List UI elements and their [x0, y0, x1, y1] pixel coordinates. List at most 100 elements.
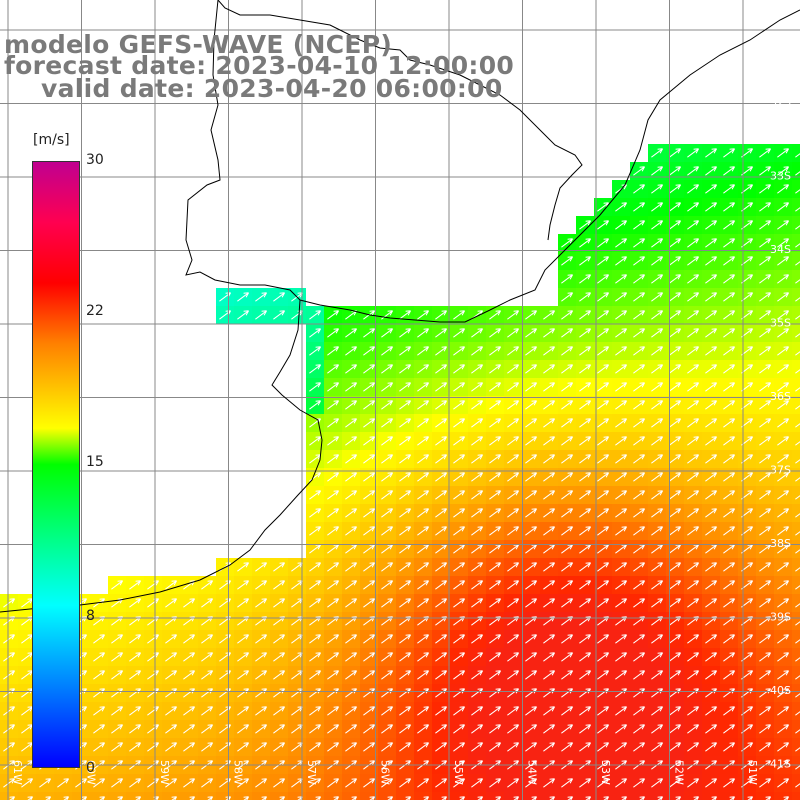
- wind-arrow: [615, 310, 628, 320]
- wind-arrow: [3, 706, 16, 716]
- wind-arrow: [495, 796, 502, 800]
- field-cell: [792, 666, 800, 684]
- colorbar-tick-22: 22: [86, 303, 104, 319]
- wind-arrow: [561, 598, 574, 608]
- wind-arrow: [489, 346, 502, 356]
- wind-arrow: [309, 562, 322, 572]
- wind-arrow: [795, 531, 800, 536]
- wind-arrow: [471, 436, 484, 446]
- wind-arrow: [561, 238, 574, 248]
- wind-arrow: [723, 454, 736, 464]
- wind-arrow: [237, 562, 250, 572]
- wind-arrow: [165, 598, 178, 608]
- wind-arrow: [723, 400, 736, 410]
- wind-arrow: [489, 724, 502, 734]
- wind-arrow: [327, 634, 340, 644]
- wind-arrow: [543, 418, 556, 428]
- field-cell: [792, 198, 800, 216]
- wind-arrows: [3, 148, 800, 800]
- wind-arrow: [453, 364, 466, 374]
- wind-arrow: [129, 670, 142, 680]
- wind-arrow: [201, 634, 214, 644]
- wind-arrow: [453, 580, 466, 590]
- lon-label: 53W: [599, 760, 612, 785]
- wind-arrow: [705, 670, 718, 680]
- wind-arrow: [417, 742, 430, 752]
- wind-arrow: [615, 652, 628, 662]
- wind-arrow: [651, 364, 664, 374]
- wind-arrow: [633, 274, 646, 284]
- wind-arrow: [417, 382, 430, 392]
- wind-arrow: [453, 400, 466, 410]
- lon-label: 51W: [746, 760, 759, 785]
- wind-arrow: [9, 796, 16, 800]
- wind-arrow: [327, 472, 340, 482]
- wind-arrow: [543, 580, 556, 590]
- wind-arrow: [345, 562, 358, 572]
- lon-label: 56W: [379, 760, 392, 785]
- wind-arrow: [255, 778, 268, 788]
- wind-arrow: [795, 675, 800, 680]
- wind-arrow: [327, 724, 340, 734]
- wind-arrow: [327, 418, 340, 428]
- wind-arrow: [399, 490, 412, 500]
- wind-arrow: [669, 220, 682, 230]
- wind-arrow: [729, 796, 736, 800]
- wind-arrow: [93, 706, 106, 716]
- wind-arrow: [723, 202, 736, 212]
- field-cell: [774, 792, 792, 800]
- wind-arrow: [561, 382, 574, 392]
- wind-arrow: [129, 742, 142, 752]
- wind-arrow: [93, 778, 106, 788]
- wind-arrow: [651, 256, 664, 266]
- wind-arrow: [669, 310, 682, 320]
- wind-arrow: [795, 207, 800, 212]
- wind-arrow: [633, 400, 646, 410]
- wind-arrow: [597, 526, 610, 536]
- wind-arrow: [471, 418, 484, 428]
- wind-arrow: [669, 742, 682, 752]
- wind-arrow: [651, 706, 664, 716]
- wind-arrow: [309, 490, 322, 500]
- field-cell: [108, 792, 126, 800]
- wind-arrow: [147, 742, 160, 752]
- wind-arrow: [111, 634, 124, 644]
- wind-arrow: [597, 634, 610, 644]
- wind-arrow: [705, 184, 718, 194]
- lon-label: 58W: [232, 760, 245, 785]
- wind-arrow: [399, 526, 412, 536]
- wind-arrow: [561, 526, 574, 536]
- wind-arrow: [543, 382, 556, 392]
- wind-arrow: [633, 508, 646, 518]
- forecast-date: forecast date: 2023-04-10 12:00:00: [4, 51, 515, 80]
- field-cell: [162, 792, 180, 800]
- field-cell: [792, 792, 800, 800]
- wind-arrow: [795, 189, 800, 194]
- wind-arrow: [633, 436, 646, 446]
- wind-arrow: [507, 706, 520, 716]
- wind-arrow: [705, 328, 718, 338]
- wind-arrow: [309, 580, 322, 590]
- wind-arrow: [705, 490, 718, 500]
- wind-arrow: [309, 508, 322, 518]
- wind-arrow: [165, 670, 178, 680]
- wind-arrow: [723, 310, 736, 320]
- wind-arrow: [525, 490, 538, 500]
- wind-arrow: [579, 382, 592, 392]
- wind-arrow: [471, 670, 484, 680]
- wind-arrow: [705, 526, 718, 536]
- wind-arrow: [651, 274, 664, 284]
- wind-arrow: [489, 364, 502, 374]
- wind-arrow: [579, 310, 592, 320]
- wind-arrow: [507, 562, 520, 572]
- wind-arrow: [165, 634, 178, 644]
- wind-arrow: [327, 598, 340, 608]
- wind-arrow: [777, 490, 790, 500]
- field-cell: [792, 288, 800, 306]
- field-cell: [378, 792, 396, 800]
- wind-arrow: [795, 315, 800, 320]
- wind-arrow: [381, 724, 394, 734]
- wind-arrow: [327, 652, 340, 662]
- wind-arrow: [327, 364, 340, 374]
- colorbar-tick-8: 8: [86, 608, 95, 624]
